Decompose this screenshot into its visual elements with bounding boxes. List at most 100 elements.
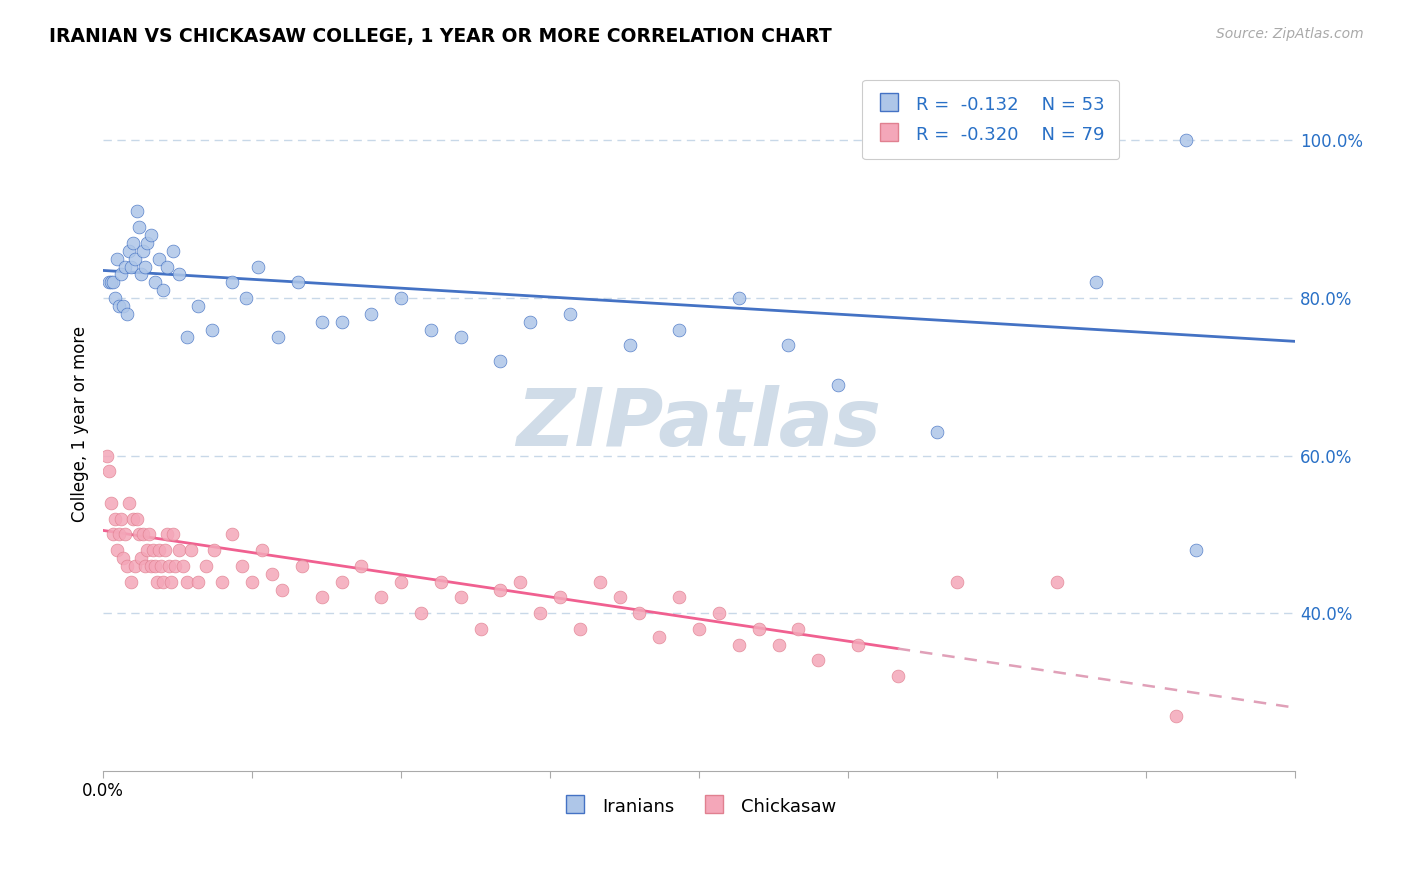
Point (927, 425, 949, 439)
Point (619, 338, 641, 352)
Point (114, 527, 136, 541)
Point (159, 574, 181, 589)
Point (163, 558, 186, 573)
Point (350, 558, 373, 573)
Point (129, 551, 152, 566)
Point (470, 622, 492, 636)
Point (118, 244, 141, 258)
Point (153, 543, 176, 558)
Point (787, 622, 810, 636)
Point (291, 558, 314, 573)
Point (668, 591, 690, 605)
Legend: Iranians, Chickasaw: Iranians, Chickasaw (555, 789, 844, 824)
Point (430, 574, 453, 589)
Point (118, 496, 141, 510)
Point (162, 527, 184, 541)
Point (124, 252, 146, 266)
Point (946, 574, 969, 589)
Point (120, 260, 142, 274)
Y-axis label: College, 1 year or more: College, 1 year or more (72, 326, 89, 522)
Point (330, 574, 353, 589)
Point (101, 527, 124, 541)
Point (132, 527, 155, 541)
Point (707, 606, 730, 620)
Point (122, 235, 145, 250)
Point (104, 291, 127, 305)
Point (115, 558, 138, 573)
Point (134, 558, 156, 573)
Point (176, 330, 198, 344)
Point (142, 543, 165, 558)
Point (846, 638, 869, 652)
Point (221, 527, 243, 541)
Point (568, 622, 591, 636)
Point (143, 275, 166, 289)
Point (727, 638, 749, 652)
Point (778, 338, 800, 352)
Point (122, 511, 145, 525)
Point (149, 558, 172, 573)
Point (271, 582, 294, 597)
Point (187, 574, 209, 589)
Point (589, 574, 612, 589)
Point (111, 551, 134, 566)
Point (240, 574, 263, 589)
Point (558, 307, 581, 321)
Point (115, 307, 138, 321)
Point (609, 591, 631, 605)
Point (156, 527, 179, 541)
Point (311, 315, 333, 329)
Point (360, 307, 382, 321)
Text: IRANIAN VS CHICKASAW COLLEGE, 1 YEAR OR MORE CORRELATION CHART: IRANIAN VS CHICKASAW COLLEGE, 1 YEAR OR … (49, 27, 832, 45)
Point (156, 260, 179, 274)
Point (105, 543, 128, 558)
Point (138, 527, 160, 541)
Point (1174, 133, 1197, 147)
Point (231, 558, 253, 573)
Point (128, 220, 150, 235)
Point (157, 558, 180, 573)
Point (389, 291, 412, 305)
Point (389, 574, 412, 589)
Point (201, 322, 224, 336)
Point (287, 275, 309, 289)
Point (98, 464, 121, 478)
Point (176, 574, 198, 589)
Point (139, 227, 162, 242)
Point (105, 252, 128, 266)
Point (96, 449, 118, 463)
Point (1085, 275, 1108, 289)
Point (120, 574, 142, 589)
Point (202, 543, 225, 558)
Point (529, 606, 551, 620)
Point (152, 283, 174, 297)
Point (370, 591, 392, 605)
Point (139, 558, 162, 573)
Point (180, 543, 202, 558)
Point (167, 268, 190, 282)
Point (129, 268, 152, 282)
Point (110, 268, 132, 282)
Point (148, 543, 170, 558)
Point (1184, 543, 1206, 558)
Point (143, 558, 166, 573)
Point (330, 315, 353, 329)
Point (727, 291, 749, 305)
Point (195, 558, 218, 573)
Point (509, 574, 531, 589)
Point (132, 244, 155, 258)
Point (221, 275, 243, 289)
Point (688, 622, 710, 636)
Point (827, 377, 849, 392)
Point (768, 638, 790, 652)
Point (187, 299, 209, 313)
Point (125, 511, 148, 525)
Point (748, 622, 770, 636)
Point (111, 299, 134, 313)
Point (124, 558, 146, 573)
Point (668, 322, 690, 336)
Point (1164, 708, 1187, 723)
Point (450, 330, 472, 344)
Point (135, 235, 157, 250)
Point (104, 511, 127, 525)
